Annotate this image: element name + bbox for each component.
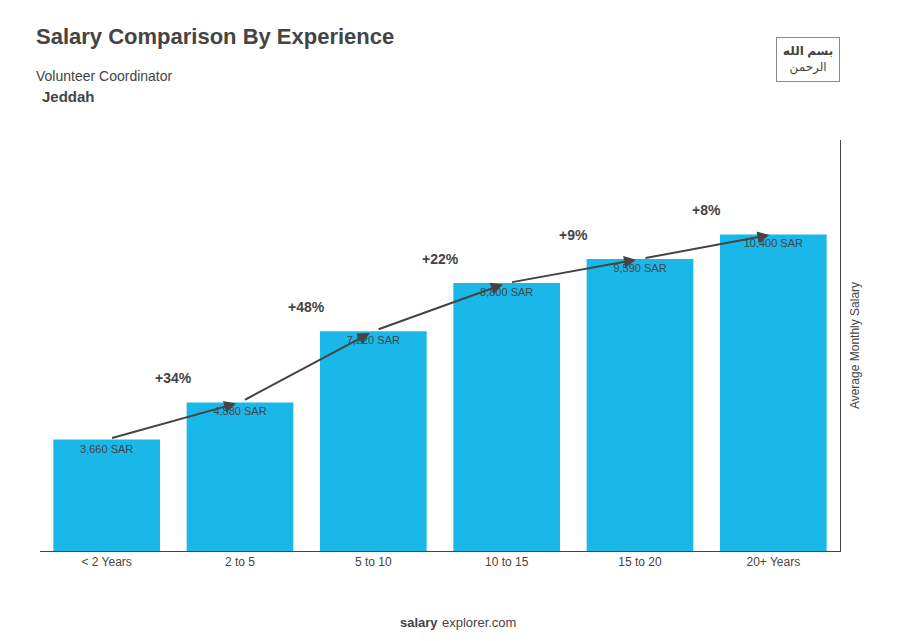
svg-text:+9%: +9% — [559, 227, 588, 243]
svg-text:Average Monthly Salary: Average Monthly Salary — [848, 282, 862, 409]
svg-text:+34%: +34% — [155, 370, 192, 386]
svg-text:explorer.com: explorer.com — [442, 615, 516, 630]
svg-text:7,220 SAR: 7,220 SAR — [347, 334, 400, 346]
svg-text:8,800 SAR: 8,800 SAR — [480, 286, 533, 298]
svg-text:10 to 15: 10 to 15 — [485, 555, 529, 569]
svg-text:20+ Years: 20+ Years — [746, 555, 800, 569]
svg-text:< 2 Years: < 2 Years — [81, 555, 131, 569]
svg-text:9,590 SAR: 9,590 SAR — [613, 262, 666, 274]
svg-text:+48%: +48% — [288, 299, 325, 315]
svg-text:15 to 20: 15 to 20 — [618, 555, 662, 569]
svg-text:3,660 SAR: 3,660 SAR — [80, 443, 133, 455]
svg-text:+8%: +8% — [692, 202, 721, 218]
svg-text:salary: salary — [400, 615, 438, 630]
svg-text:4,880 SAR: 4,880 SAR — [213, 405, 266, 417]
svg-text:2 to 5: 2 to 5 — [225, 555, 255, 569]
svg-text:بسم اللهالرحمن: بسم اللهالرحمن — [783, 44, 833, 75]
svg-text:Jeddah: Jeddah — [42, 88, 95, 105]
svg-text:+22%: +22% — [422, 251, 459, 267]
svg-text:10,400 SAR: 10,400 SAR — [744, 237, 803, 249]
svg-text:Volunteer Coordinator: Volunteer Coordinator — [36, 68, 173, 84]
svg-text:5 to 10: 5 to 10 — [355, 555, 392, 569]
svg-text:Salary Comparison By Experienc: Salary Comparison By Experience — [36, 24, 394, 49]
